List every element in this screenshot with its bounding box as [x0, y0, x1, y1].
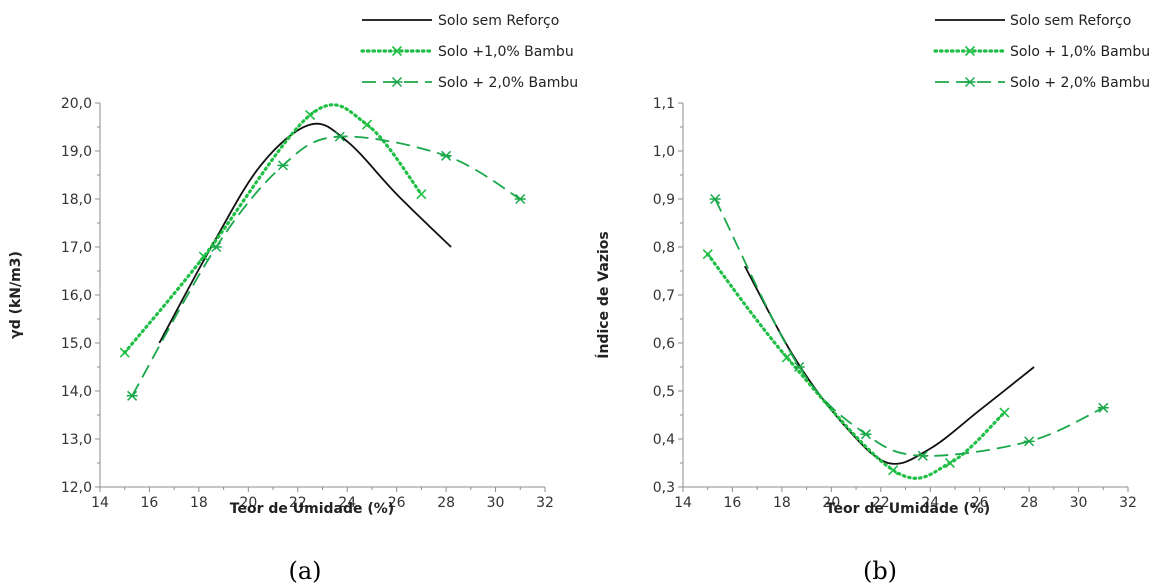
series-line: [158, 122, 452, 344]
data-point-marker: [514, 193, 526, 205]
y-axis-title: γd (kN/m3): [8, 251, 24, 339]
data-point-marker: [277, 160, 289, 171]
y-axis-title: Índice de Vazios: [595, 231, 612, 358]
chart-panel-b: 14 16 18 20 22 24 26 28 30 32 0,3 0,4 0,5 0,6 0,7 0,8 0,…: [595, 13, 1150, 585]
series-line: [123, 103, 423, 355]
y-tick-label: 1,1: [653, 96, 675, 112]
x-tick-label: 26: [388, 495, 406, 511]
x-tick-label: 32: [1119, 495, 1137, 511]
legend-label: Solo + 1,0% Bambu: [1010, 44, 1150, 60]
legend: Solo sem Reforço Solo + 1,0% Bambu Solo + …: [933, 13, 1150, 91]
x-tick-label: 18: [190, 495, 208, 511]
y-tick-label: 0,7: [653, 288, 675, 304]
data-point-marker: [210, 241, 222, 253]
y-tick-label: 12,0: [61, 480, 92, 496]
y-tick-label: 19,0: [61, 144, 92, 160]
y-tick-label: 0,8: [653, 240, 675, 256]
data-point-marker: [917, 450, 929, 461]
x-tick-label: 24: [338, 495, 356, 511]
data-point-marker: [416, 189, 427, 200]
y-tick-label: 15,0: [61, 336, 92, 352]
data-point-marker: [781, 352, 792, 363]
y-tick-label: 16,0: [61, 288, 92, 304]
y-tick-label: 20,0: [61, 96, 92, 112]
x-tick-label: 30: [487, 495, 505, 511]
x-tick-label: 24: [921, 495, 939, 511]
y-tick-label: 0,4: [653, 432, 675, 448]
data-point-marker: [361, 119, 373, 130]
x-tick-label: 22: [289, 495, 307, 511]
legend-label: Solo +1,0% Bambu: [438, 44, 574, 60]
x-axis-title: Teor de Umidade (%): [826, 501, 990, 517]
y-tick-label: 0,6: [653, 336, 675, 352]
data-point-marker: [198, 251, 209, 262]
series-line: [706, 252, 1006, 480]
legend-marker: [964, 45, 976, 57]
series-line: [744, 265, 1035, 465]
legend-marker: [964, 76, 976, 88]
x-tick-label: 14: [91, 495, 109, 511]
series-2: [702, 249, 1010, 480]
y-tick-label: 0,9: [653, 192, 675, 208]
x-tick-label: 28: [1020, 495, 1038, 511]
data-point-marker: [305, 109, 316, 121]
y-tick-label: 0,5: [653, 384, 675, 400]
x-tick-label: 20: [239, 495, 257, 511]
legend-label: Solo sem Reforço: [1010, 13, 1131, 29]
series-line: [131, 135, 521, 397]
series-1: [744, 265, 1035, 465]
x-tick-label: 16: [724, 495, 742, 511]
data-point-marker: [440, 150, 452, 161]
legend-label: Solo + 2,0% Bambu: [1010, 75, 1150, 91]
legend: Solo sem Reforço Solo +1,0% Bambu Solo + 2…: [360, 13, 578, 91]
legend-label: Solo + 2,0% Bambu: [438, 75, 578, 91]
x-tick-label: 30: [1070, 495, 1088, 511]
x-tick-label: 16: [141, 495, 159, 511]
y-tick-label: 18,0: [61, 192, 92, 208]
x-axis-title: Teor de Umidade (%): [230, 501, 394, 517]
y-tick-label: 0,3: [653, 480, 675, 496]
data-point-marker: [793, 361, 805, 373]
y-tick-label: 14,0: [61, 384, 92, 400]
series-2: [119, 103, 427, 358]
chart-panel-a: 14 16 18 20 22 24 26 28 30 32 12,0 13,0 14,0 15,0 16,0…: [8, 13, 578, 585]
x-tick-label: 28: [437, 495, 455, 511]
panel-label: (a): [288, 557, 321, 585]
series-3: [709, 193, 1109, 461]
series-3: [126, 131, 526, 401]
x-tick-label: 22: [872, 495, 890, 511]
y-tick-label: 1,0: [653, 144, 675, 160]
legend-label: Solo sem Reforço: [438, 13, 559, 29]
data-point-marker: [1023, 436, 1035, 447]
data-point-marker: [888, 465, 899, 476]
y-tick-label: 17,0: [61, 240, 92, 256]
x-tick-label: 20: [822, 495, 840, 511]
data-point-marker: [860, 429, 872, 440]
x-tick-label: 18: [773, 495, 791, 511]
y-tick-label: 13,0: [61, 432, 92, 448]
x-tick-label: 14: [674, 495, 692, 511]
legend-marker: [391, 45, 403, 57]
panel-label: (b): [863, 557, 897, 585]
data-point-marker: [944, 457, 956, 469]
data-point-marker: [334, 131, 346, 142]
data-point-marker: [1097, 402, 1109, 413]
legend-marker: [391, 76, 403, 88]
series-1: [158, 122, 452, 344]
series-line: [714, 198, 1104, 457]
x-tick-label: 26: [971, 495, 989, 511]
data-point-marker: [999, 407, 1010, 418]
data-point-marker: [119, 347, 130, 358]
data-point-marker: [709, 193, 721, 205]
x-tick-label: 32: [536, 495, 554, 511]
data-point-marker: [126, 390, 138, 401]
data-point-marker: [702, 249, 713, 260]
